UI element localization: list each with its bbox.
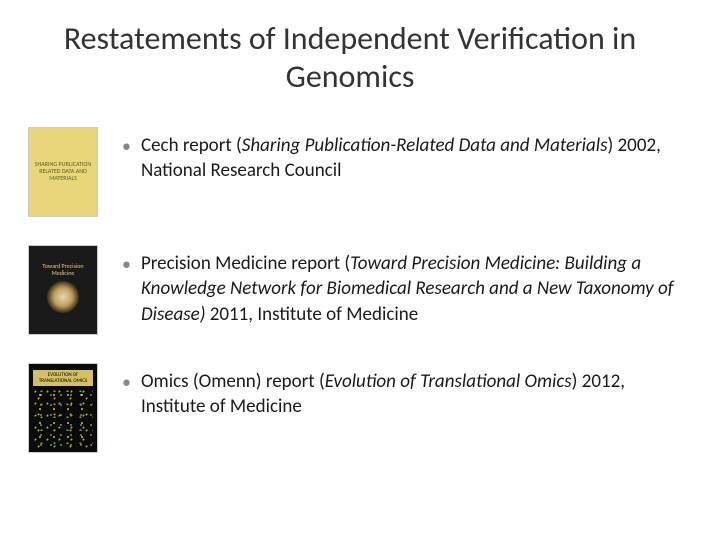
list-item: EVOLUTION OF TRANSLATIONAL OMICS • Omics… xyxy=(28,363,680,453)
bullet-block: • Precision Medicine report (Toward Prec… xyxy=(122,245,680,328)
bullet-text: Omics (Omenn) report (Evolution of Trans… xyxy=(141,369,680,420)
bullet-icon: • xyxy=(122,373,131,391)
list-item: SHARING PUBLICATION RELATED DATA AND MAT… xyxy=(28,127,680,217)
bullet-list: SHARING PUBLICATION RELATED DATA AND MAT… xyxy=(20,127,680,453)
book-cover-omics: EVOLUTION OF TRANSLATIONAL OMICS xyxy=(28,363,98,453)
slide-title: Restatements of Independent Verification… xyxy=(20,20,680,97)
book-cover-precision: Toward Precision Medicine xyxy=(28,245,98,335)
list-item: Toward Precision Medicine • Precision Me… xyxy=(28,245,680,335)
bullet-block: • Omics (Omenn) report (Evolution of Tra… xyxy=(122,363,680,420)
bullet-icon: • xyxy=(122,255,131,273)
book-cover-cech: SHARING PUBLICATION RELATED DATA AND MAT… xyxy=(28,127,98,217)
bullet-text: Cech report (Sharing Publication-Related… xyxy=(141,133,680,184)
bullet-text: Precision Medicine report (Toward Precis… xyxy=(141,251,680,328)
bullet-block: • Cech report (Sharing Publication-Relat… xyxy=(122,127,680,184)
bullet-icon: • xyxy=(122,137,131,155)
